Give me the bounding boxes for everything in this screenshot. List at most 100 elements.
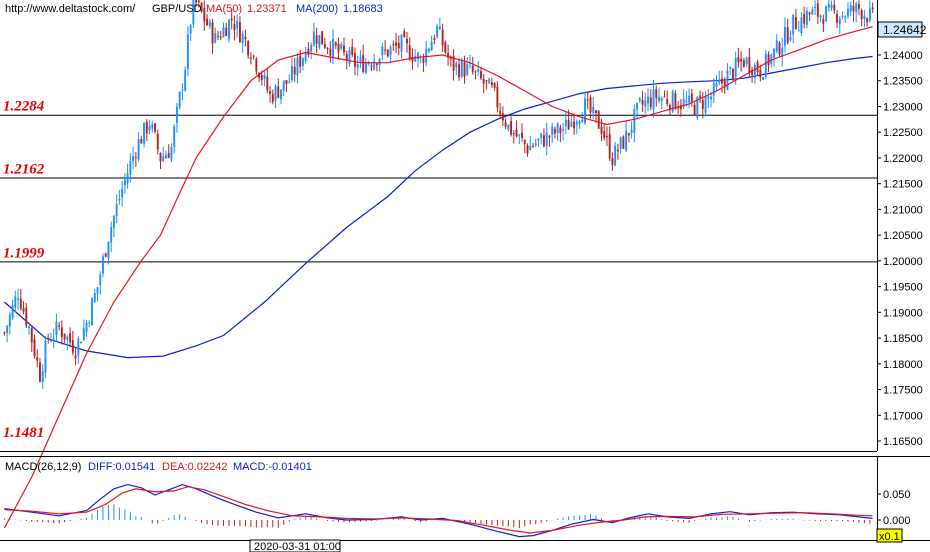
candle-body xyxy=(85,322,88,332)
candle-body xyxy=(422,58,425,63)
zoom-button[interactable] xyxy=(876,528,903,543)
candle-body xyxy=(792,14,795,35)
candle-body xyxy=(91,298,93,326)
candle-body xyxy=(222,27,225,37)
price-tick-label: 1.23000 xyxy=(883,101,923,113)
candle-body xyxy=(438,26,441,30)
candle-body xyxy=(595,110,597,113)
candle-body xyxy=(693,104,696,116)
candle-body xyxy=(102,256,104,274)
candle-body xyxy=(529,145,532,151)
header-ma200-label: MA(200) xyxy=(296,3,338,15)
candle-body xyxy=(66,336,69,340)
candle-body xyxy=(482,78,485,84)
candle-body xyxy=(775,40,778,52)
candle-body xyxy=(340,44,343,49)
candle-body xyxy=(392,44,395,46)
candle-body xyxy=(559,127,562,134)
candle-body xyxy=(474,71,477,73)
candle-body xyxy=(849,4,852,12)
candle-body xyxy=(630,129,633,134)
candle-body xyxy=(145,121,148,134)
candle-body xyxy=(551,126,554,135)
candle-body xyxy=(616,149,619,152)
candle-body xyxy=(827,3,830,8)
candle-body xyxy=(756,61,759,73)
candle-body xyxy=(866,18,869,23)
candle-body xyxy=(208,21,211,27)
candle-body xyxy=(159,152,162,162)
candle-body xyxy=(14,296,17,308)
candle-body xyxy=(652,89,655,110)
candle-body xyxy=(658,96,660,101)
header-url[interactable]: http://www.deltastock.com/ xyxy=(5,3,136,15)
candle-body xyxy=(356,64,359,69)
candle-body xyxy=(814,6,817,8)
price-tick-label: 1.17000 xyxy=(883,410,923,422)
candle-body xyxy=(731,69,734,79)
level-label: 1.2162 xyxy=(3,161,45,177)
candle-body xyxy=(690,93,693,102)
candle-body xyxy=(28,326,30,328)
price-axis: 1.16500 1.17000 1.17500 1.18000 1.18500 1.190… xyxy=(877,50,923,448)
candle-body xyxy=(49,340,52,342)
candle-body xyxy=(504,122,507,127)
price-tick-label: 1.22000 xyxy=(883,153,923,165)
candle-body xyxy=(367,63,370,65)
candle-body xyxy=(816,3,819,17)
macd-header-diff: DIFF:0.01541 xyxy=(88,461,155,473)
candle-body xyxy=(447,53,450,58)
candle-body xyxy=(148,125,151,131)
candle-body xyxy=(203,8,206,22)
candle-body xyxy=(638,98,641,101)
candle-body xyxy=(718,79,721,83)
macd-axis: 0.050 0.000 xyxy=(877,489,911,527)
candle-body xyxy=(156,133,159,150)
candle-body xyxy=(833,4,836,11)
candle-body xyxy=(589,97,592,113)
candle-body xyxy=(751,69,754,76)
candle-body xyxy=(510,121,513,135)
candle-body xyxy=(228,19,230,40)
candle-body xyxy=(710,96,712,100)
candle-body xyxy=(647,96,649,104)
candle-body xyxy=(307,48,310,55)
candle-body xyxy=(181,89,184,91)
header-symbol: GBP/USD xyxy=(152,3,202,15)
candle-body xyxy=(406,38,408,44)
candle-body xyxy=(11,304,14,318)
candle-body xyxy=(192,0,195,25)
candle-body xyxy=(121,188,124,198)
candle-body xyxy=(844,16,847,18)
price-tick-label: 1.21000 xyxy=(883,204,923,216)
candle-body xyxy=(715,83,718,87)
candle-body xyxy=(721,78,723,84)
candle-body xyxy=(206,18,209,26)
level-label: 1.1999 xyxy=(3,245,45,261)
candle-body xyxy=(88,322,91,324)
candle-body xyxy=(55,321,58,335)
candle-body xyxy=(69,333,72,343)
candle-body xyxy=(118,198,121,201)
candle-body xyxy=(58,325,61,327)
candle-body xyxy=(868,8,871,21)
candle-body xyxy=(378,58,381,66)
candle-body xyxy=(699,95,702,98)
candle-body xyxy=(800,17,803,34)
price-tick-label: 1.20000 xyxy=(883,256,923,268)
candle-body xyxy=(600,126,603,134)
candle-body xyxy=(178,92,181,108)
candle-body xyxy=(548,135,551,138)
price-tick-label: 1.17500 xyxy=(883,385,923,397)
candle-body xyxy=(63,333,66,340)
macd-dea-line xyxy=(4,486,873,534)
candle-body xyxy=(364,62,367,73)
candle-body xyxy=(351,46,354,55)
candle-body xyxy=(151,124,154,129)
candle-body xyxy=(674,93,677,110)
candle-body xyxy=(767,54,770,66)
candle-body xyxy=(545,132,548,147)
price-tick-label: 1.18000 xyxy=(883,359,923,371)
candle-body xyxy=(249,57,252,59)
